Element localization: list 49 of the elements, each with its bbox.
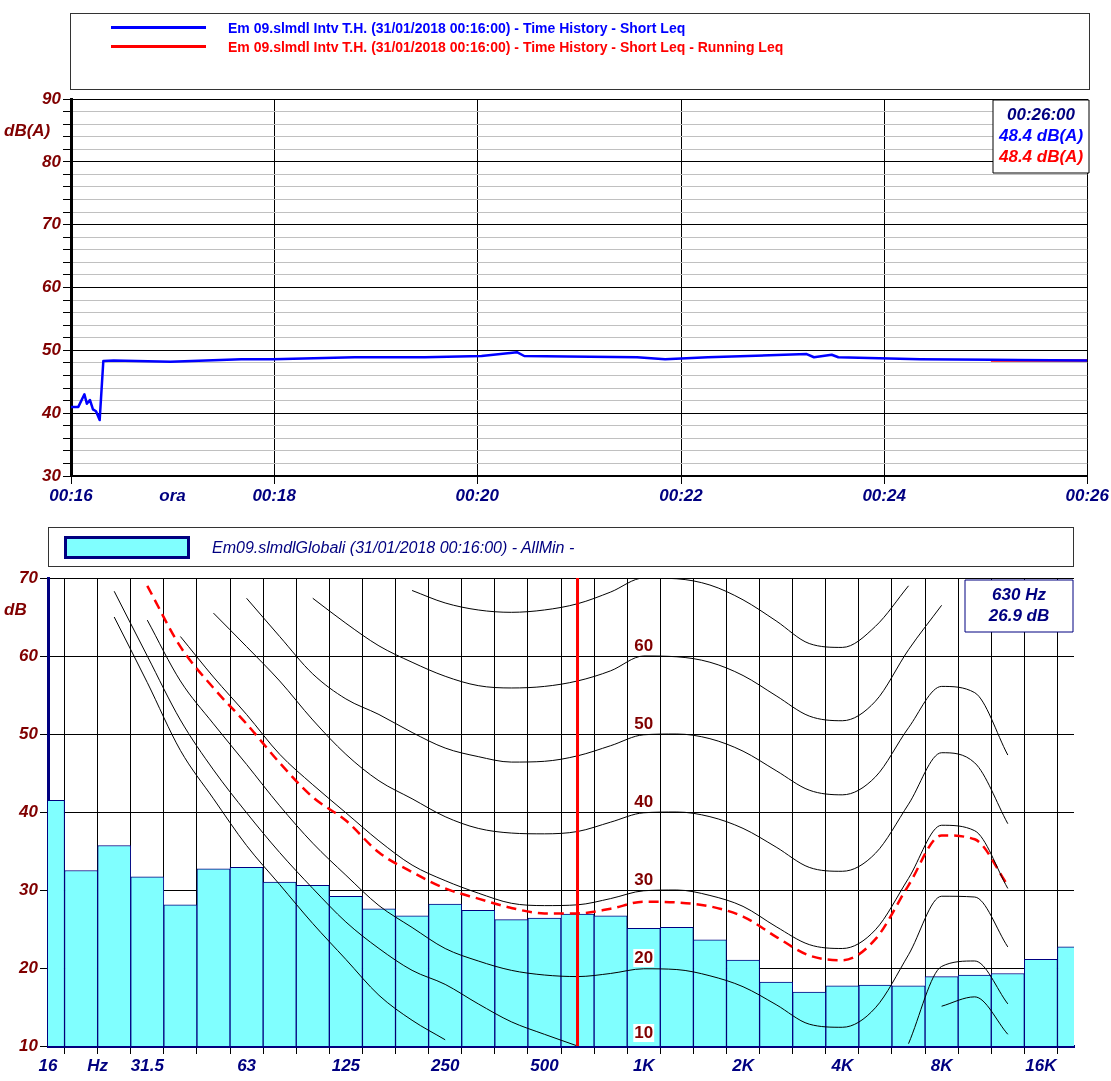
x-tick-label: 31.5 bbox=[130, 1055, 165, 1075]
annotation: 30 bbox=[634, 869, 654, 889]
x-tick-label: 00:16 bbox=[49, 485, 94, 505]
x-tick-label: 1K bbox=[632, 1055, 657, 1075]
y-tick-label: 60 bbox=[42, 277, 62, 297]
y-tick-label: 70 bbox=[42, 214, 62, 234]
y-tick-label: 30 bbox=[19, 879, 39, 899]
x-tick-label: 125 bbox=[331, 1055, 361, 1075]
x-tick-label: 16 bbox=[38, 1055, 58, 1075]
x-tick-label: 00:22 bbox=[659, 485, 704, 505]
x-tick-label: 00:18 bbox=[252, 485, 297, 505]
annotation: 40 bbox=[634, 791, 654, 811]
annotation: 26.9 dB bbox=[987, 606, 1050, 626]
annotation: 48.4 dB(A) bbox=[997, 147, 1084, 167]
x-axis-title: Hz bbox=[87, 1055, 109, 1075]
x-tick-label: 00:26 bbox=[1065, 485, 1110, 505]
y-tick-label: 20 bbox=[18, 957, 39, 977]
y-tick-label: 80 bbox=[42, 151, 62, 171]
annotation: 630 Hz bbox=[992, 585, 1047, 605]
text: Em09.slmdlGlobali (31/01/2018 00:16:00) - AllMin - bbox=[212, 538, 575, 557]
x-tick-label: 8K bbox=[930, 1055, 955, 1075]
annotation: 48.4 dB(A) bbox=[997, 126, 1084, 146]
y-tick-label: 60 bbox=[19, 645, 39, 665]
x-tick-label: 4K bbox=[830, 1055, 855, 1075]
x-axis-title: ora bbox=[159, 485, 186, 505]
annotation: 60 bbox=[634, 635, 654, 655]
x-tick-label: 16K bbox=[1025, 1055, 1059, 1075]
y-tick-label: 90 bbox=[42, 88, 62, 108]
annotation: 50 bbox=[634, 713, 654, 733]
y-tick-label: 50 bbox=[42, 340, 62, 360]
x-tick-label: 63 bbox=[237, 1055, 257, 1075]
y-axis-title: dB(A) bbox=[4, 120, 51, 140]
y-tick-label: 70 bbox=[19, 567, 39, 587]
x-tick-label: 500 bbox=[530, 1055, 560, 1075]
y-tick-label: 10 bbox=[19, 1035, 39, 1055]
annotation: 20 bbox=[634, 947, 654, 967]
x-tick-label: 2K bbox=[731, 1055, 756, 1075]
y-tick-label: 40 bbox=[18, 801, 39, 821]
y-tick-label: 50 bbox=[19, 723, 39, 743]
y-axis-title: dB bbox=[4, 599, 27, 619]
annotation: 10 bbox=[634, 1022, 654, 1042]
x-tick-label: 00:20 bbox=[455, 485, 500, 505]
y-tick-label: 40 bbox=[41, 402, 62, 422]
annotation: 00:26:00 bbox=[1006, 105, 1076, 125]
y-tick-label: 30 bbox=[42, 465, 62, 485]
text: Em 09.slmdl Intv T.H. (31/01/2018 00:16:00) - Time History - Short Leq bbox=[228, 19, 686, 36]
text: Em 09.slmdl Intv T.H. (31/01/2018 00:16:00) - Time History - Short Leq - Running Leq bbox=[228, 38, 784, 55]
x-tick-label: 250 bbox=[429, 1055, 460, 1075]
x-tick-label: 00:24 bbox=[862, 485, 907, 505]
